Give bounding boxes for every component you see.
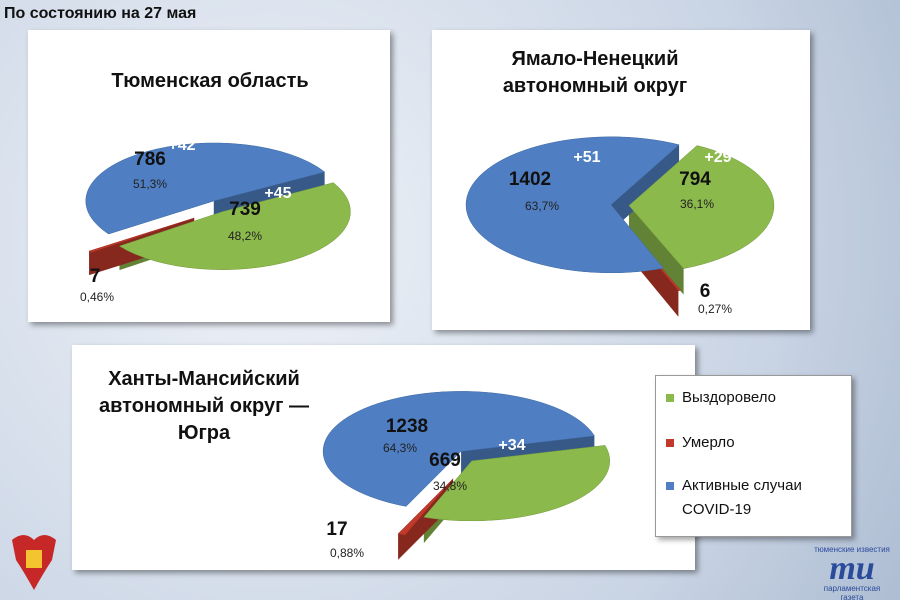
count-label: 6	[700, 281, 711, 302]
slice	[423, 445, 610, 522]
logo-bottom: парламентская газета	[823, 584, 881, 600]
slice	[322, 391, 595, 507]
logo-mark: ти	[829, 550, 875, 587]
percent-label: 63,7%	[525, 199, 559, 213]
slice	[628, 145, 775, 269]
count-label: 794	[679, 169, 711, 190]
percent-label: 51,3%	[133, 177, 167, 191]
percent-label: 0,27%	[698, 302, 732, 316]
legend-label: Умерло	[682, 434, 735, 451]
percent-label: 64,3%	[383, 441, 417, 455]
logo-top: тюменские известия	[814, 545, 890, 554]
chart-title: Ханты-Мансийский автономный округ — Югра	[99, 368, 309, 444]
slice	[85, 142, 326, 235]
slice	[88, 217, 195, 253]
slice	[118, 182, 351, 270]
header: По состоянию на 27 мая	[4, 5, 197, 22]
increment-label: +42	[168, 137, 195, 154]
count-label: 739	[229, 199, 261, 220]
legend-entry: Умерло	[666, 431, 842, 455]
legend: Выздоровело Умерло Активные случаи COVID-1…	[655, 375, 852, 537]
legend-swatch	[666, 439, 674, 447]
chart-title: Ямало-Ненецкий автономный округ	[502, 48, 688, 97]
chart-title: Тюменская область	[111, 70, 309, 92]
legend-label: Активные случаи COVID-19	[682, 477, 802, 518]
legend-label: Выздоровело	[682, 389, 777, 406]
percent-label: 0,46%	[80, 290, 114, 304]
legend-swatch	[666, 394, 674, 402]
slice	[397, 478, 454, 536]
legend-entry: Выздоровело	[666, 386, 842, 410]
percent-label: 34,8%	[433, 479, 467, 493]
count-label: 17	[326, 519, 347, 540]
emblem	[12, 535, 56, 590]
increment-label: +45	[264, 185, 291, 202]
legend-entry: Активные случаи COVID-19	[666, 474, 842, 522]
count-label: 1402	[509, 169, 551, 190]
logo: тюменские известия ти парламентская газе…	[812, 545, 892, 600]
count-label: 669	[429, 450, 461, 471]
count-label: 1238	[386, 416, 428, 437]
percent-label: 48,2%	[228, 229, 262, 243]
increment-label: +75	[428, 372, 455, 389]
slice	[465, 136, 680, 274]
percent-label: 0,88%	[330, 546, 364, 560]
percent-label: 36,1%	[680, 197, 714, 211]
increment-label: +51	[573, 149, 600, 166]
count-label: 7	[90, 266, 101, 287]
count-label: 786	[134, 149, 166, 170]
legend-swatch	[666, 482, 674, 490]
increment-label: +29	[704, 149, 731, 166]
increment-label: +34	[498, 437, 525, 454]
